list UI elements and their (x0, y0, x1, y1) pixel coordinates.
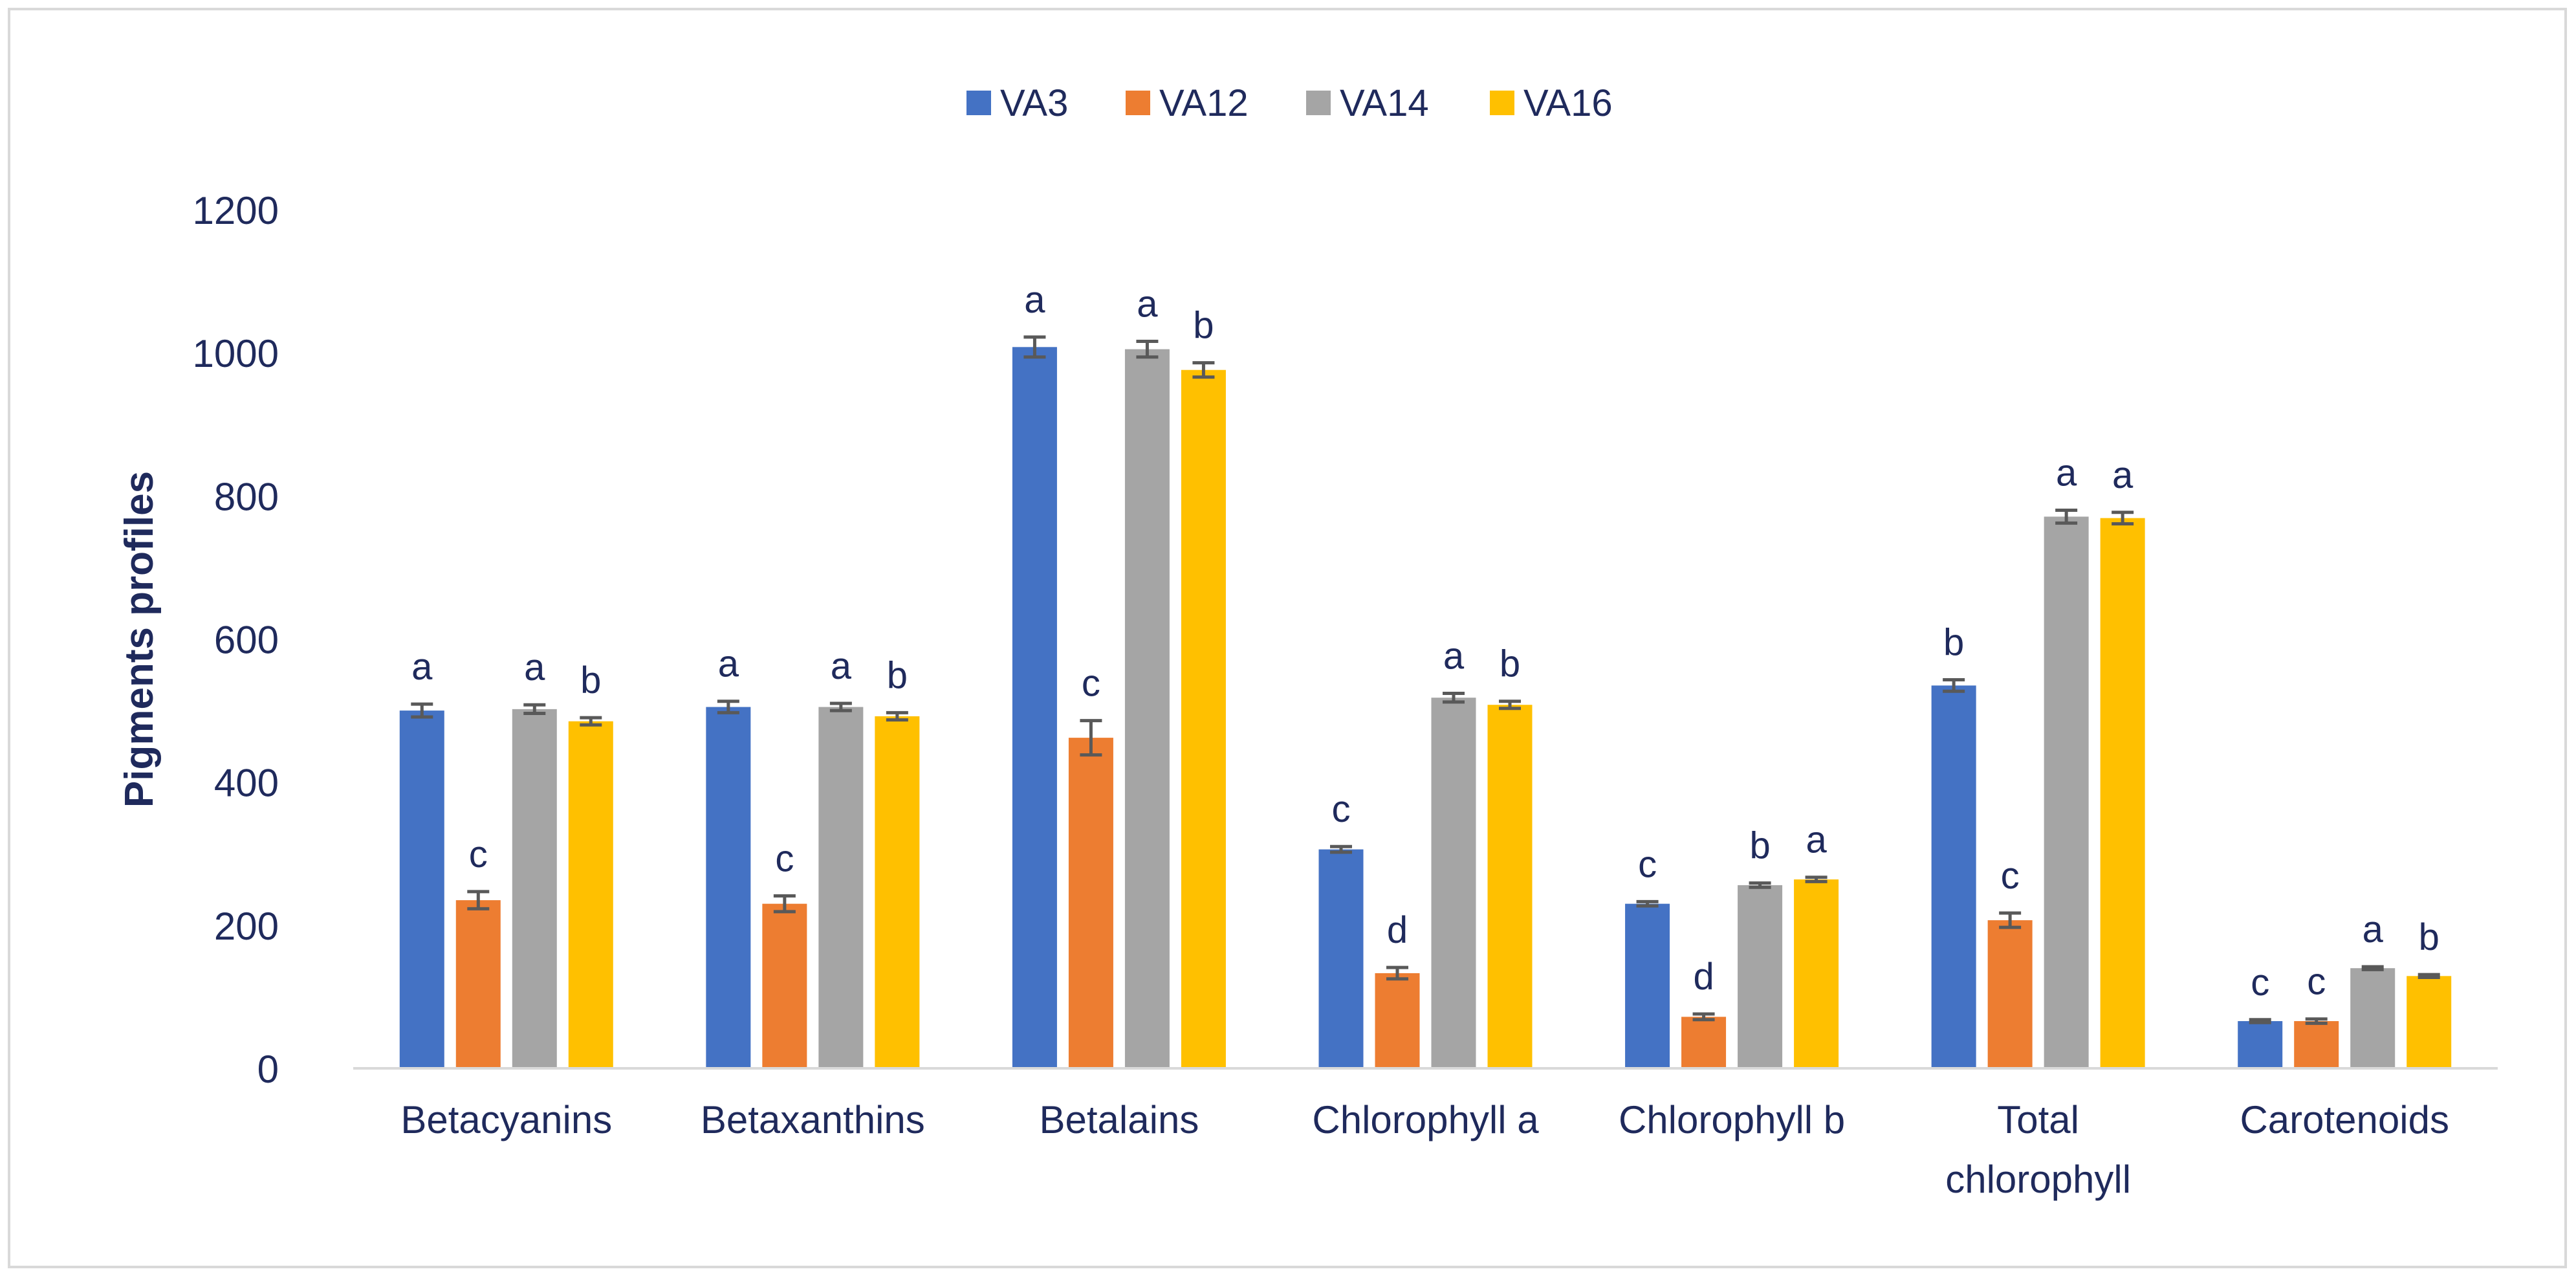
y-tick-label: 800 (214, 475, 279, 518)
significance-letter: c (775, 837, 794, 879)
bar-va16 (568, 721, 613, 1068)
legend-swatch-va16 (1490, 91, 1514, 115)
bar-va16 (1181, 369, 1226, 1068)
legend: VA3 VA12 VA14 VA16 (966, 82, 1613, 124)
x-tick-label: Betalains (1040, 1098, 1199, 1141)
bar-va12 (1987, 920, 2033, 1068)
bar-va12 (2294, 1021, 2339, 1068)
y-tick-label: 400 (214, 762, 279, 805)
bar-va16 (2407, 976, 2452, 1068)
bar-va3 (1012, 347, 1057, 1068)
significance-letter: a (831, 645, 852, 687)
bar-va14 (2044, 516, 2089, 1068)
significance-letter: b (580, 659, 601, 701)
y-tick-label: 200 (214, 905, 279, 948)
significance-letter: c (1082, 663, 1100, 705)
significance-letter: a (524, 646, 545, 689)
significance-letter: a (2112, 454, 2134, 496)
bar-va16 (875, 716, 920, 1068)
y-tick-label: 1000 (193, 332, 279, 375)
legend-label-va14: VA14 (1340, 82, 1429, 124)
y-axis-title: Pigments profiles (117, 471, 162, 808)
significance-letter: d (1693, 956, 1714, 998)
significance-letter: c (469, 833, 488, 876)
bar-va14 (2350, 968, 2396, 1068)
legend-swatch-va12 (1126, 91, 1150, 115)
y-tick-label: 600 (214, 619, 279, 662)
significance-letter: a (1806, 819, 1827, 861)
significance-letter: c (2251, 962, 2269, 1004)
legend-label-va12: VA12 (1159, 82, 1249, 124)
significance-letter: d (1387, 909, 1408, 951)
legend-label-va3: VA3 (1000, 82, 1068, 124)
significance-letter: b (1500, 643, 1520, 685)
bar-va3 (706, 707, 751, 1068)
bar-chart: VA3 VA12 VA14 VA16 0 200 400 600 800 1000 1200 Pig… (117, 82, 2498, 1201)
y-tick-label: 0 (257, 1048, 279, 1091)
legend-swatch-va3 (966, 91, 991, 115)
significance-letter: a (1443, 635, 1465, 678)
bar-va12 (1681, 1017, 1727, 1068)
bar-va12 (455, 900, 501, 1068)
bar-va14 (1124, 349, 1170, 1069)
significance-letter: b (2419, 916, 2440, 958)
significance-letter: a (411, 646, 433, 688)
significance-letter: b (1943, 622, 1964, 664)
significance-letter: b (1193, 305, 1214, 347)
bar-va16 (1487, 705, 1533, 1068)
chart-frame: VA3 VA12 VA14 VA16 0 200 400 600 800 1000 1200 Pig… (8, 8, 2567, 1268)
y-tick-label: 1200 (193, 189, 279, 232)
bar-va3 (2238, 1021, 2283, 1068)
significance-letter: a (1024, 279, 1045, 321)
x-axis: Betacyanins Betaxanthins Betalains Chloroph… (353, 1067, 2498, 1201)
significance-letter: c (2307, 961, 2326, 1003)
x-tick-label: Total (1997, 1098, 2079, 1141)
y-axis: 0 200 400 600 800 1000 1200 Pigments profiles (117, 189, 279, 1091)
bar-va3 (1931, 685, 1976, 1068)
bar-va3 (1318, 849, 1364, 1068)
bar-va3 (1625, 903, 1670, 1068)
bar-va3 (399, 711, 444, 1068)
x-tick-label: Betacyanins (400, 1098, 612, 1141)
legend-label-va16: VA16 (1523, 82, 1613, 124)
bar-va14 (818, 707, 864, 1068)
x-tick-label: Chlorophyll a (1312, 1098, 1539, 1141)
significance-letter: a (2363, 909, 2384, 951)
legend-swatch-va14 (1306, 91, 1331, 115)
significance-letter: a (1137, 283, 1158, 325)
bar-va14 (1738, 885, 1783, 1068)
bar-va14 (1431, 698, 1476, 1068)
significance-letter: c (1638, 843, 1657, 885)
x-tick-label: Betaxanthins (701, 1098, 925, 1141)
x-tick-label: Carotenoids (2240, 1098, 2449, 1141)
x-tick-label: chlorophyll (1945, 1158, 2131, 1201)
x-tick-label: Chlorophyll b (1619, 1098, 1845, 1141)
significance-letter: c (2001, 855, 2020, 897)
bar-va14 (512, 709, 557, 1068)
bar-va16 (2100, 518, 2145, 1068)
bar-va12 (1375, 973, 1420, 1068)
significance-letter: c (1332, 788, 1351, 830)
significance-letter: b (887, 654, 908, 696)
bar-va16 (1794, 879, 1839, 1068)
significance-letter: a (2056, 452, 2077, 494)
significance-letter: b (1749, 825, 1770, 867)
significance-letter: a (718, 643, 739, 685)
bar-va12 (1068, 738, 1113, 1068)
bar-va12 (762, 903, 807, 1068)
